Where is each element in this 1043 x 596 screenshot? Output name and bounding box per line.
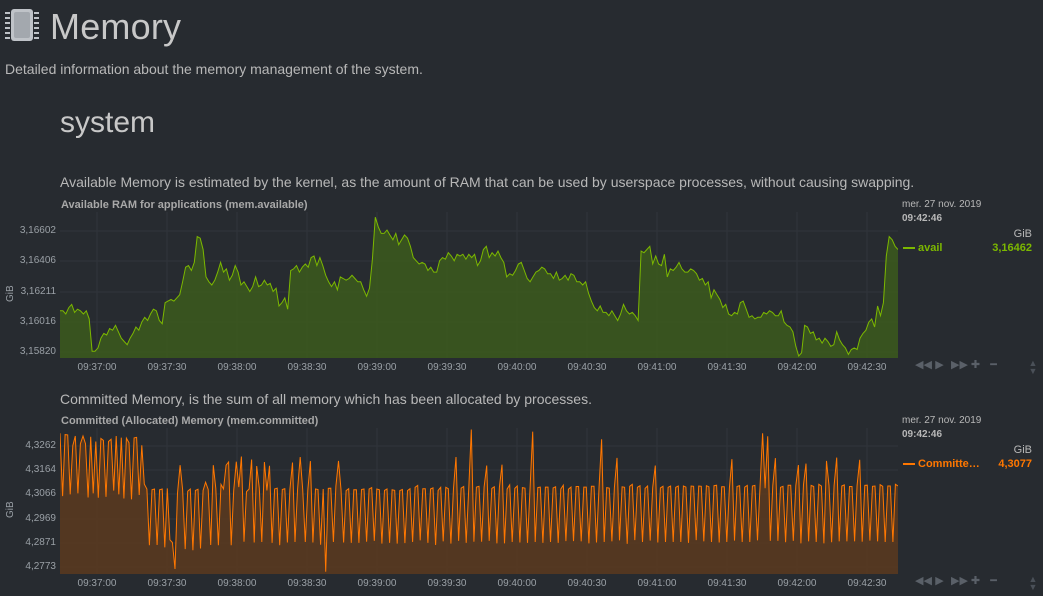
- x-tick-label: 09:41:30: [707, 578, 747, 589]
- available-ram-chart[interactable]: [60, 212, 898, 358]
- series-area: [60, 217, 898, 358]
- legend-swatch: [903, 463, 915, 465]
- x-tick-label: 09:42:00: [777, 362, 817, 373]
- x-tick-label: 09:37:00: [77, 578, 117, 589]
- x-tick-label: 09:42:30: [847, 362, 887, 373]
- x-tick-label: 09:41:00: [637, 578, 677, 589]
- x-tick-label: 09:40:00: [497, 578, 537, 589]
- chart-description: Available Memory is estimated by the ker…: [60, 174, 915, 190]
- series-line: [60, 217, 898, 357]
- play-icon[interactable]: ▶: [935, 575, 944, 587]
- y-tick-label: 3,16211: [20, 286, 56, 297]
- page-title: Memory: [50, 6, 182, 47]
- y-tick-label: 4,2773: [25, 561, 56, 572]
- series-line: [60, 429, 898, 572]
- memory-chip-icon: [4, 7, 40, 48]
- x-tick-label: 09:39:30: [427, 578, 467, 589]
- y-tick-label: 3,16602: [19, 225, 56, 236]
- x-tick-label: 09:39:30: [427, 362, 467, 373]
- page-description: Detailed information about the memory ma…: [5, 61, 423, 77]
- x-tick-label: 09:39:00: [357, 362, 397, 373]
- zoom-in-icon[interactable]: ✚: [970, 575, 981, 587]
- chart-title: Available RAM for applications (mem.avai…: [61, 199, 308, 211]
- chart-toolbar: ◀◀ ▶ ▶▶ ✚ ━: [915, 359, 1000, 372]
- x-tick-label: 09:41:30: [707, 362, 747, 373]
- resize-handle-icon[interactable]: ▲ ▼: [1028, 358, 1038, 376]
- page-header: Memory: [4, 6, 181, 48]
- y-tick-label: 3,16016: [19, 316, 56, 327]
- x-tick-label: 09:42:30: [847, 578, 887, 589]
- y-tick-label: 4,2969: [25, 513, 56, 524]
- y-tick-label: 4,3164: [25, 464, 56, 475]
- x-tick-label: 09:37:30: [147, 578, 187, 589]
- pan-right-icon[interactable]: ▶▶: [951, 575, 968, 587]
- y-tick-label: 4,3262: [25, 440, 56, 451]
- x-tick-label: 09:41:00: [637, 362, 677, 373]
- pan-left-icon[interactable]: ◀◀: [915, 359, 932, 371]
- chart-title: Committed (Allocated) Memory (mem.commit…: [61, 415, 319, 427]
- x-tick-label: 09:40:30: [567, 578, 607, 589]
- legend-time: 09:42:46: [902, 429, 943, 440]
- legend-value: 4,3077: [998, 458, 1032, 470]
- x-tick-label: 09:38:30: [287, 578, 327, 589]
- legend-swatch: [903, 247, 915, 249]
- pan-right-icon[interactable]: ▶▶: [951, 359, 968, 371]
- pan-left-icon[interactable]: ◀◀: [915, 575, 932, 587]
- y-tick-label: 3,16406: [19, 255, 56, 266]
- legend-unit: GiB: [1013, 228, 1032, 240]
- x-tick-label: 09:38:00: [217, 578, 257, 589]
- chart-toolbar: ◀◀ ▶ ▶▶ ✚ ━: [915, 575, 1000, 588]
- zoom-out-icon[interactable]: ━: [990, 359, 997, 371]
- x-tick-label: 09:37:00: [77, 362, 117, 373]
- y-tick-label: 3,15820: [19, 346, 56, 357]
- legend-date: mer. 27 nov. 2019: [902, 199, 982, 210]
- legend-dimension-committed[interactable]: Committe…: [918, 458, 980, 470]
- committed-memory-chart[interactable]: [60, 428, 898, 574]
- zoom-in-icon[interactable]: ✚: [970, 359, 981, 371]
- legend-dimension-avail[interactable]: avail: [918, 242, 943, 254]
- x-tick-label: 09:40:00: [497, 362, 537, 373]
- x-tick-label: 09:42:00: [777, 578, 817, 589]
- y-tick-label: 4,3066: [25, 488, 56, 499]
- legend-value: 3,16462: [992, 242, 1032, 254]
- y-tick-label: 4,2871: [25, 537, 56, 548]
- section-title: system: [60, 106, 156, 139]
- series-area: [60, 429, 898, 574]
- legend-time: 09:42:46: [902, 213, 943, 224]
- play-icon[interactable]: ▶: [935, 359, 944, 371]
- chart-description: Committed Memory, is the sum of all memo…: [60, 391, 592, 407]
- x-tick-label: 09:37:30: [147, 362, 187, 373]
- legend-date: mer. 27 nov. 2019: [902, 415, 982, 426]
- resize-handle-icon[interactable]: ▲ ▼: [1028, 574, 1038, 592]
- zoom-out-icon[interactable]: ━: [990, 575, 997, 587]
- x-tick-label: 09:38:00: [217, 362, 257, 373]
- x-tick-label: 09:39:00: [357, 578, 397, 589]
- x-tick-label: 09:40:30: [567, 362, 607, 373]
- legend-unit: GiB: [1013, 444, 1032, 456]
- x-tick-label: 09:38:30: [287, 362, 327, 373]
